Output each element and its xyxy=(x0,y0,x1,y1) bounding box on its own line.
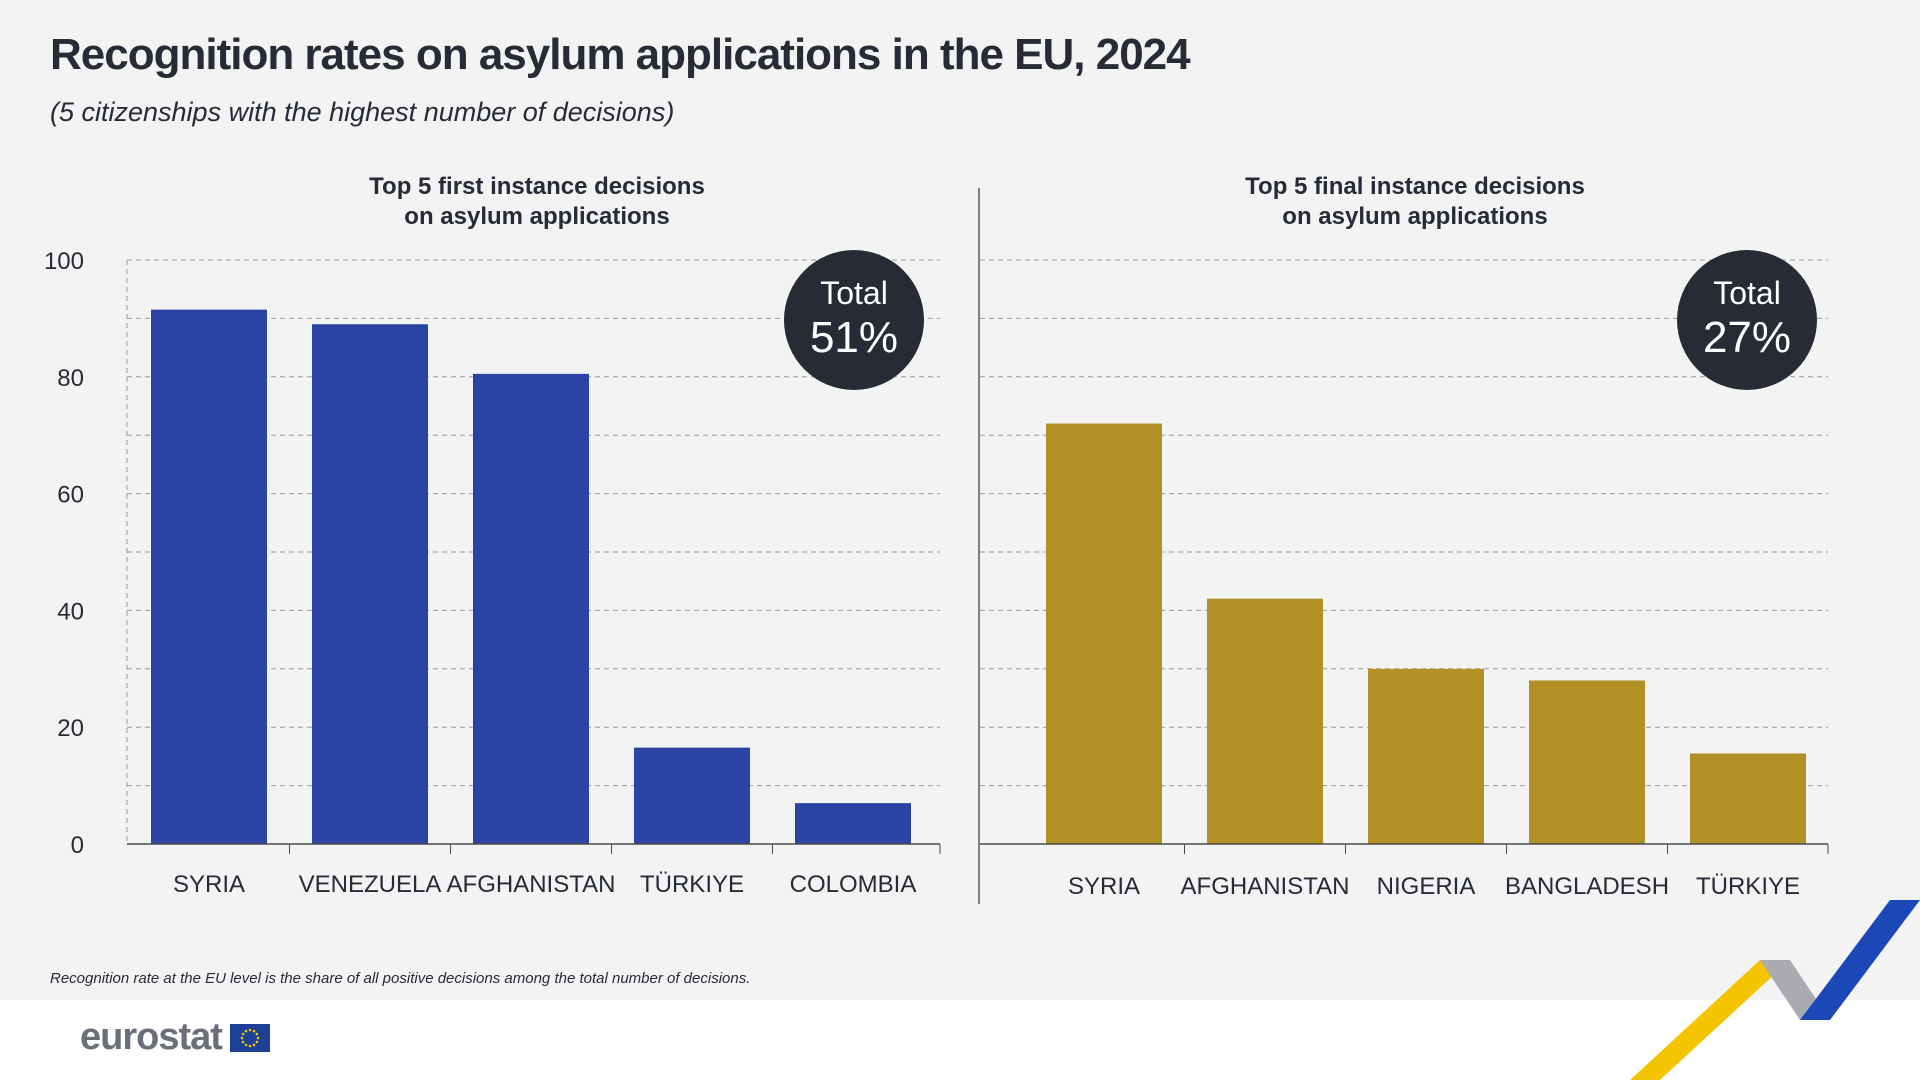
y-tick-label: 0 xyxy=(71,832,84,859)
bar xyxy=(151,309,267,844)
total-badge-value: 27% xyxy=(1703,313,1791,362)
footer-band xyxy=(0,1000,1920,1080)
bar xyxy=(473,373,589,844)
bar xyxy=(1046,423,1162,844)
bar xyxy=(795,803,911,844)
x-tick-label: SYRIA xyxy=(173,871,245,898)
total-badge-value: 51% xyxy=(810,313,898,362)
chart-panel-2: Top 5 final instance decisions on asylum … xyxy=(980,173,1829,900)
x-tick-label: AFGHANISTAN xyxy=(1181,873,1350,900)
logo-text: eurostat xyxy=(80,1016,223,1058)
y-tick-label: 60 xyxy=(57,482,84,509)
x-tick-label: VENEZUELA xyxy=(299,871,442,898)
bar xyxy=(1690,753,1806,844)
bar xyxy=(1368,668,1484,844)
total-badge xyxy=(1677,250,1817,390)
x-tick-label: SYRIA xyxy=(1068,873,1140,900)
x-tick-label: NIGERIA xyxy=(1377,873,1476,900)
y-tick-label: 80 xyxy=(57,365,84,392)
total-badge-label: Total xyxy=(820,275,888,311)
footnote: Recognition rate at the EU level is the … xyxy=(50,970,751,987)
x-tick-label: COLOMBIA xyxy=(790,871,917,898)
panel-title-line: Top 5 final instance decisions xyxy=(1245,173,1585,200)
y-tick-label: 40 xyxy=(57,598,84,625)
bar xyxy=(312,324,428,844)
x-tick-label: BANGLADESH xyxy=(1505,873,1669,900)
total-badge-label: Total xyxy=(1713,275,1781,311)
total-badge xyxy=(784,250,924,390)
chart-subtitle: (5 citizenships with the highest number … xyxy=(50,97,675,127)
bar xyxy=(634,747,750,844)
x-tick-label: TÜRKIYE xyxy=(1696,873,1800,900)
x-tick-label: TÜRKIYE xyxy=(640,871,744,898)
bar xyxy=(1529,680,1645,844)
panel-title-line: Top 5 first instance decisions xyxy=(369,173,705,200)
panel-title-line: on asylum applications xyxy=(404,203,669,230)
chart-panel-1: Top 5 first instance decisions on asylum … xyxy=(44,173,941,898)
bar xyxy=(1207,598,1323,844)
panel-title-line: on asylum applications xyxy=(1282,203,1547,230)
eurostat-logo: eurostat xyxy=(80,1016,270,1059)
eu-flag-icon xyxy=(229,1023,270,1052)
chart-area: Top 5 first instance decisions on asylum … xyxy=(44,173,1829,904)
decorative-ribbon-icon xyxy=(1630,900,1920,1080)
y-tick-label: 100 xyxy=(44,248,84,275)
chart-title: Recognition rates on asylum applications… xyxy=(50,30,1191,79)
y-tick-label: 20 xyxy=(57,715,84,742)
x-tick-label: AFGHANISTAN xyxy=(447,871,616,898)
